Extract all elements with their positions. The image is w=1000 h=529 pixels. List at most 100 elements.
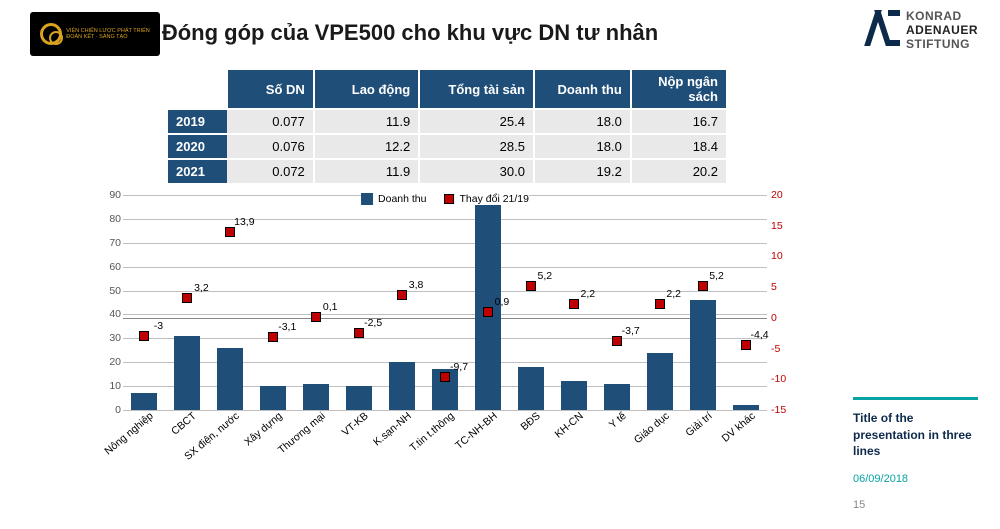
- table-cell: 11.9: [314, 109, 419, 134]
- marker: [139, 331, 149, 341]
- table-cell: 19.2: [534, 159, 631, 183]
- marker-label: 3,8: [409, 279, 424, 291]
- table-cell: 20.2: [631, 159, 727, 183]
- bar: [647, 353, 673, 410]
- bar: [303, 384, 329, 410]
- marker: [655, 299, 665, 309]
- bar: [174, 336, 200, 410]
- footer-date: 06/09/2018: [853, 473, 978, 485]
- marker: [741, 340, 751, 350]
- footer-title: Title of the presentation in three lines: [853, 410, 978, 459]
- bar: [346, 386, 372, 410]
- legend-bar-swatch: [361, 193, 373, 205]
- x-tick: Giáo dục: [631, 410, 671, 446]
- bar: [561, 381, 587, 410]
- table-row: 20190.07711.925.418.016.7: [168, 109, 727, 134]
- x-tick: Giải trí: [683, 410, 714, 439]
- table-cell: 25.4: [419, 109, 534, 134]
- x-tick: DV khác: [719, 410, 757, 445]
- marker-label: 0,1: [323, 301, 338, 313]
- y-left-tick: 60: [95, 261, 121, 273]
- table-col-header: Số DN: [227, 70, 314, 109]
- table-col-header: Nộp ngân sách: [631, 70, 727, 109]
- marker-label: 3,2: [194, 282, 209, 294]
- y-axis-left: 0102030405060708090: [95, 195, 123, 410]
- marker: [268, 332, 278, 342]
- table-cell: 0.077: [227, 109, 314, 134]
- marker-label: -4,4: [750, 329, 768, 341]
- y-left-tick: 90: [95, 189, 121, 201]
- marker: [354, 328, 364, 338]
- footer-rule: [853, 397, 978, 400]
- marker-label: -2,5: [364, 317, 382, 329]
- marker: [311, 312, 321, 322]
- y-left-tick: 40: [95, 308, 121, 320]
- table-cell: 0.072: [227, 159, 314, 183]
- kas-logo-text: KONRAD ADENAUER STIFTUNG: [906, 10, 978, 51]
- marker-label: 2,2: [666, 288, 681, 300]
- footer-page: 15: [853, 499, 978, 511]
- bar: [518, 367, 544, 410]
- slide-title: Đóng góp của VPE500 cho khu vực DN tư nh…: [0, 20, 820, 46]
- table-row-header: 2019: [168, 109, 227, 134]
- legend-marker-label: Thay đổi 21/19: [460, 193, 529, 205]
- marker-label: 2,2: [580, 288, 595, 300]
- x-tick: Y tế: [607, 410, 629, 431]
- legend-bar-label: Doanh thu: [378, 193, 426, 205]
- plot-area: -33,213,9-3,10,1-2,53,8-9,70,95,22,2-3,7…: [123, 195, 767, 410]
- table-cell: 16.7: [631, 109, 727, 134]
- bar: [690, 300, 716, 410]
- marker: [397, 290, 407, 300]
- marker: [569, 299, 579, 309]
- y-right-tick: 0: [771, 312, 795, 324]
- kas-logo-icon: [870, 10, 900, 46]
- table-cell: 28.5: [419, 134, 534, 159]
- table-cell: 18.0: [534, 134, 631, 159]
- table-col-header: Doanh thu: [534, 70, 631, 109]
- table-cell: 0.076: [227, 134, 314, 159]
- x-tick: VT-KB: [340, 410, 371, 439]
- bar: [131, 393, 157, 410]
- y-right-tick: -15: [771, 404, 795, 416]
- table-col-header: Tổng tài sản: [419, 70, 534, 109]
- y-right-tick: -10: [771, 373, 795, 385]
- table-row: 20200.07612.228.518.018.4: [168, 134, 727, 159]
- x-tick: Xây dựng: [242, 410, 285, 448]
- marker: [440, 372, 450, 382]
- bar: [217, 348, 243, 410]
- y-left-tick: 10: [95, 380, 121, 392]
- kas-logo: KONRAD ADENAUER STIFTUNG: [870, 10, 978, 51]
- y-right-tick: -5: [771, 343, 795, 355]
- y-left-tick: 0: [95, 404, 121, 416]
- y-left-tick: 50: [95, 285, 121, 297]
- table-col-header: Lao động: [314, 70, 419, 109]
- marker: [483, 307, 493, 317]
- y-left-tick: 70: [95, 237, 121, 249]
- x-tick: T.tin t.thông: [407, 410, 456, 454]
- marker-label: -3: [154, 320, 163, 332]
- marker-label: 5,2: [709, 270, 724, 282]
- y-right-tick: 10: [771, 250, 795, 262]
- x-tick: CBCT: [169, 410, 199, 438]
- footer-side: Title of the presentation in three lines…: [853, 397, 978, 511]
- marker: [182, 293, 192, 303]
- bar: [604, 384, 630, 410]
- marker-label: -3,1: [278, 321, 296, 333]
- marker-label: 5,2: [538, 270, 553, 282]
- y-left-tick: 30: [95, 332, 121, 344]
- y-axis-right: -15-10-505101520: [767, 195, 795, 410]
- x-tick: KH-CN: [552, 410, 585, 441]
- table-row: 20210.07211.930.019.220.2: [168, 159, 727, 183]
- marker: [526, 281, 536, 291]
- chart-legend: Doanh thu Thay đổi 21/19: [361, 193, 529, 205]
- x-tick: Nông nghiệp: [103, 410, 156, 457]
- table-cell: 12.2: [314, 134, 419, 159]
- table-row-header: 2021: [168, 159, 227, 183]
- slide: VIỆN CHIẾN LƯỢC PHÁT TRIỂN ĐOÀN KẾT · SÁ…: [0, 0, 1000, 529]
- legend-marker-swatch: [445, 194, 455, 204]
- y-left-tick: 20: [95, 356, 121, 368]
- marker-label: 0,9: [495, 296, 510, 308]
- bar: [389, 362, 415, 410]
- bar: [260, 386, 286, 410]
- marker: [225, 227, 235, 237]
